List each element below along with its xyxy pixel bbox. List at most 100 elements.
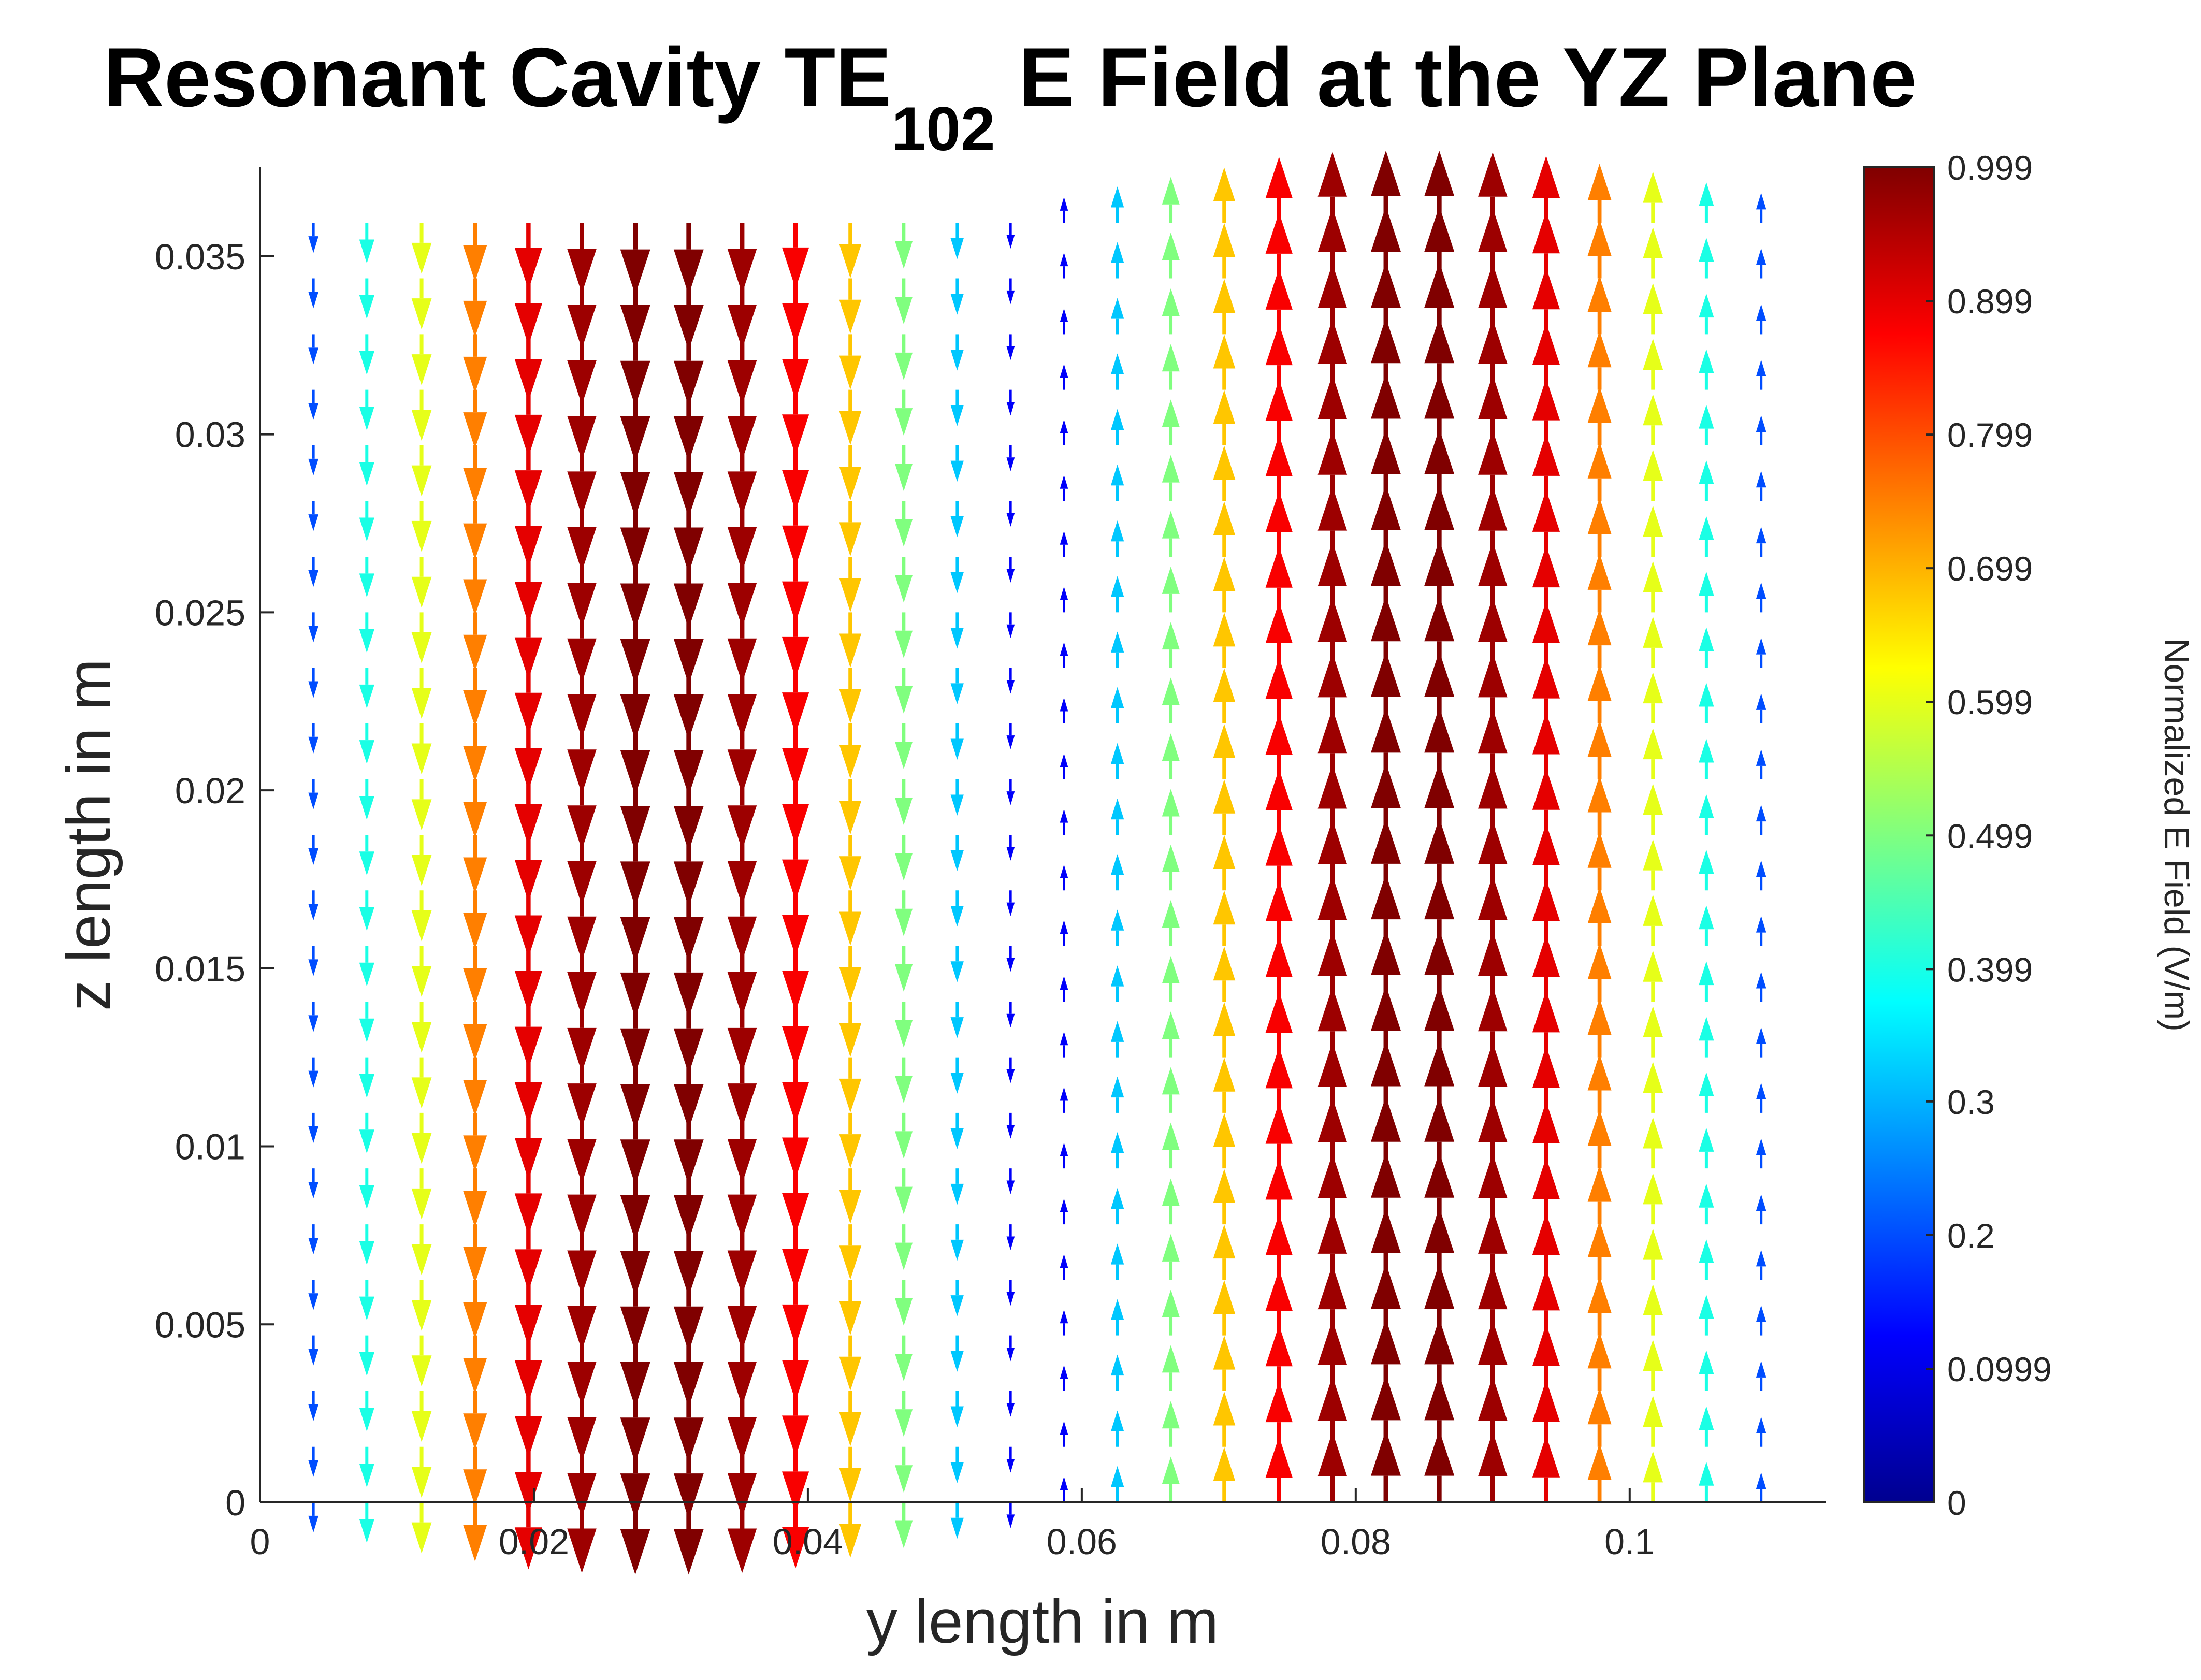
arrow-head xyxy=(1162,1011,1180,1039)
arrow-head xyxy=(1162,511,1180,539)
arrow-head xyxy=(1213,890,1236,925)
quiver-arrow xyxy=(1006,835,1015,861)
quiver-arrow xyxy=(1478,374,1508,445)
colorbar: 0 0.0999 0.2 0.3 0.399 0.499 0.599 0.699 0.799 0.… xyxy=(1863,149,2052,1522)
y-tick-label: 0 xyxy=(225,1483,245,1523)
arrow-head xyxy=(1213,1058,1236,1092)
arrow-head xyxy=(514,1416,542,1458)
quiver-arrow xyxy=(359,278,374,319)
arrow-head xyxy=(1643,505,1663,537)
quiver-arrow xyxy=(1371,762,1401,835)
quiver-arrow xyxy=(1371,373,1401,445)
arrow-head xyxy=(308,1515,318,1532)
quiver-arrow xyxy=(1060,308,1068,335)
arrow-head xyxy=(1643,616,1663,648)
arrow-head xyxy=(1532,211,1560,254)
quiver-arrow xyxy=(308,557,318,587)
arrow-head xyxy=(1006,1514,1015,1528)
quiver-arrow xyxy=(1162,1234,1180,1280)
arrow-head xyxy=(1265,157,1293,198)
arrow-head xyxy=(1699,961,1714,986)
quiver-arrow xyxy=(895,1335,913,1382)
arrow-head xyxy=(567,360,597,405)
arrow-head xyxy=(1756,415,1766,432)
arrow-head xyxy=(1756,693,1766,710)
arrow-head xyxy=(411,910,432,942)
quiver-arrow xyxy=(1317,875,1348,946)
quiver-arrow xyxy=(895,1002,913,1048)
arrow-head xyxy=(673,694,704,740)
quiver-arrow xyxy=(1532,545,1560,613)
arrow-head xyxy=(673,1139,704,1185)
arrow-head xyxy=(1532,601,1560,643)
quiver-arrow xyxy=(1587,164,1612,223)
quiver-arrow xyxy=(1110,1354,1124,1391)
arrow-head xyxy=(673,1251,704,1297)
arrow-head xyxy=(1756,527,1766,544)
arrow-head xyxy=(1006,679,1015,694)
quiver-arrow xyxy=(411,278,432,330)
arrow-head xyxy=(1317,875,1348,920)
arrow-head xyxy=(463,468,487,504)
quiver-arrow xyxy=(620,223,650,295)
arrow-head xyxy=(1756,471,1766,488)
quiver-arrow xyxy=(1006,334,1015,360)
arrow-head xyxy=(1006,1459,1015,1473)
quiver-arrow xyxy=(411,1502,432,1554)
arrow-head xyxy=(463,300,487,338)
arrow-head xyxy=(895,1409,913,1437)
quiver-arrow xyxy=(839,501,862,556)
quiver-arrow xyxy=(950,1057,964,1094)
quiver-arrow xyxy=(1371,651,1401,723)
arrow-head xyxy=(727,1417,757,1462)
quiver-arrow xyxy=(1532,601,1560,668)
arrow-head xyxy=(1162,955,1180,983)
quiver-arrow xyxy=(950,501,964,538)
quiver-arrow xyxy=(1110,1299,1124,1336)
arrow-head xyxy=(1587,1443,1612,1480)
quiver-arrow xyxy=(1756,805,1766,835)
quiver-arrow xyxy=(1265,435,1293,501)
quiver-arrow xyxy=(411,389,432,441)
arrow-head xyxy=(1213,1224,1236,1259)
quiver-arrow xyxy=(673,223,704,295)
quiver-arrow xyxy=(308,723,318,754)
quiver-arrow xyxy=(1162,1290,1180,1336)
y-tick-label: 0.035 xyxy=(155,237,245,277)
arrow-head xyxy=(839,411,862,445)
quiver-arrow xyxy=(1213,890,1236,946)
quiver-arrow xyxy=(950,946,964,982)
arrow-head xyxy=(1532,1268,1560,1311)
arrow-head xyxy=(463,1469,487,1506)
arrow-head xyxy=(308,1126,318,1143)
arrow-head xyxy=(463,412,487,449)
quiver-arrow xyxy=(1162,511,1180,557)
arrow-head xyxy=(1643,1451,1663,1483)
quiver-arrow xyxy=(1317,819,1348,891)
quiver-arrow xyxy=(308,1280,318,1310)
quiver-arrow xyxy=(1213,223,1236,279)
quiver-arrow xyxy=(308,445,318,475)
arrow-head xyxy=(463,1358,487,1395)
arrow-head xyxy=(514,1527,542,1570)
arrow-head xyxy=(359,295,374,319)
quiver-arrow xyxy=(308,779,318,809)
quiver-arrow xyxy=(463,668,487,727)
quiver-arrow xyxy=(1060,1198,1068,1225)
quiver-arrow xyxy=(411,1391,432,1442)
quiver-arrow xyxy=(1060,1309,1068,1336)
arrow-head xyxy=(1756,916,1766,933)
quiver-arrow xyxy=(1532,879,1560,946)
arrow-head xyxy=(359,1129,374,1154)
quiver-arrow xyxy=(463,1280,487,1339)
quiver-arrow xyxy=(1756,1416,1766,1447)
arrow-head xyxy=(1162,1178,1180,1206)
arrow-head xyxy=(1317,1042,1348,1087)
quiver-arrow xyxy=(895,946,913,992)
arrow-head xyxy=(895,352,913,380)
arrow-head xyxy=(359,406,374,430)
arrow-head xyxy=(1424,484,1455,530)
quiver-arrow xyxy=(1110,1076,1124,1113)
arrow-head xyxy=(514,748,542,791)
arrow-head xyxy=(1110,576,1124,597)
